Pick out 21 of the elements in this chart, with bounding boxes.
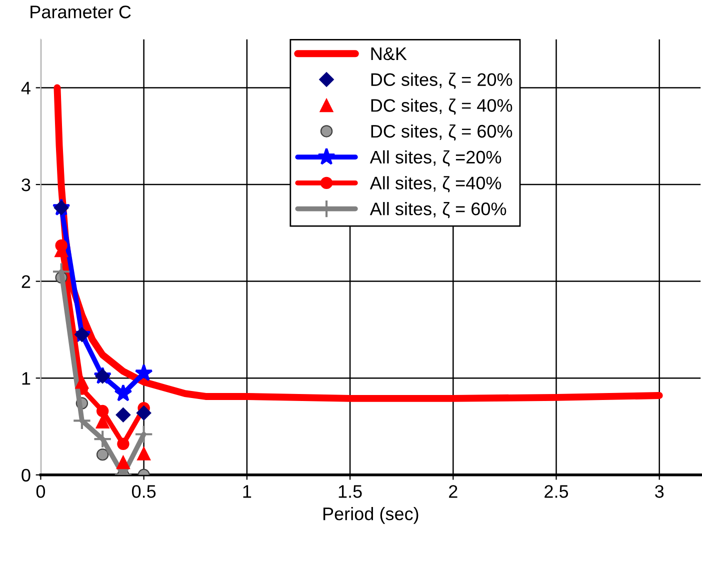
y-tick-label: 1 bbox=[22, 372, 30, 385]
x-tick-label: 1.5 bbox=[338, 485, 362, 498]
y-tick-label: 0 bbox=[22, 468, 30, 482]
x-tick-label: 0.5 bbox=[132, 485, 156, 498]
x-tick-label: 3 bbox=[655, 485, 664, 498]
legend-label: DC sites, ζ = 40% bbox=[371, 98, 512, 115]
x-tick-label: 2.5 bbox=[544, 485, 568, 498]
x-tick-label: 2 bbox=[449, 485, 458, 498]
legend-label: All sites, ζ = 60% bbox=[370, 202, 506, 218]
legend-label: DC sites, ζ = 60% bbox=[371, 124, 512, 141]
y-axis-title: Parameter C bbox=[30, 6, 131, 18]
x-tick-label: 1 bbox=[243, 485, 252, 498]
y-tick-label: 2 bbox=[22, 275, 30, 288]
x-axis-title: Period (sec) bbox=[323, 507, 418, 524]
legend-label: DC sites, ζ = 20% bbox=[371, 72, 512, 89]
x-tick-label: 0 bbox=[36, 485, 46, 498]
y-tick-label: 4 bbox=[21, 82, 30, 94]
legend-label: N&K bbox=[371, 47, 407, 60]
legend-label: All sites, ζ =40% bbox=[370, 176, 502, 192]
legend-label: All sites, ζ =20% bbox=[370, 150, 502, 167]
y-tick-label: 3 bbox=[22, 178, 30, 192]
